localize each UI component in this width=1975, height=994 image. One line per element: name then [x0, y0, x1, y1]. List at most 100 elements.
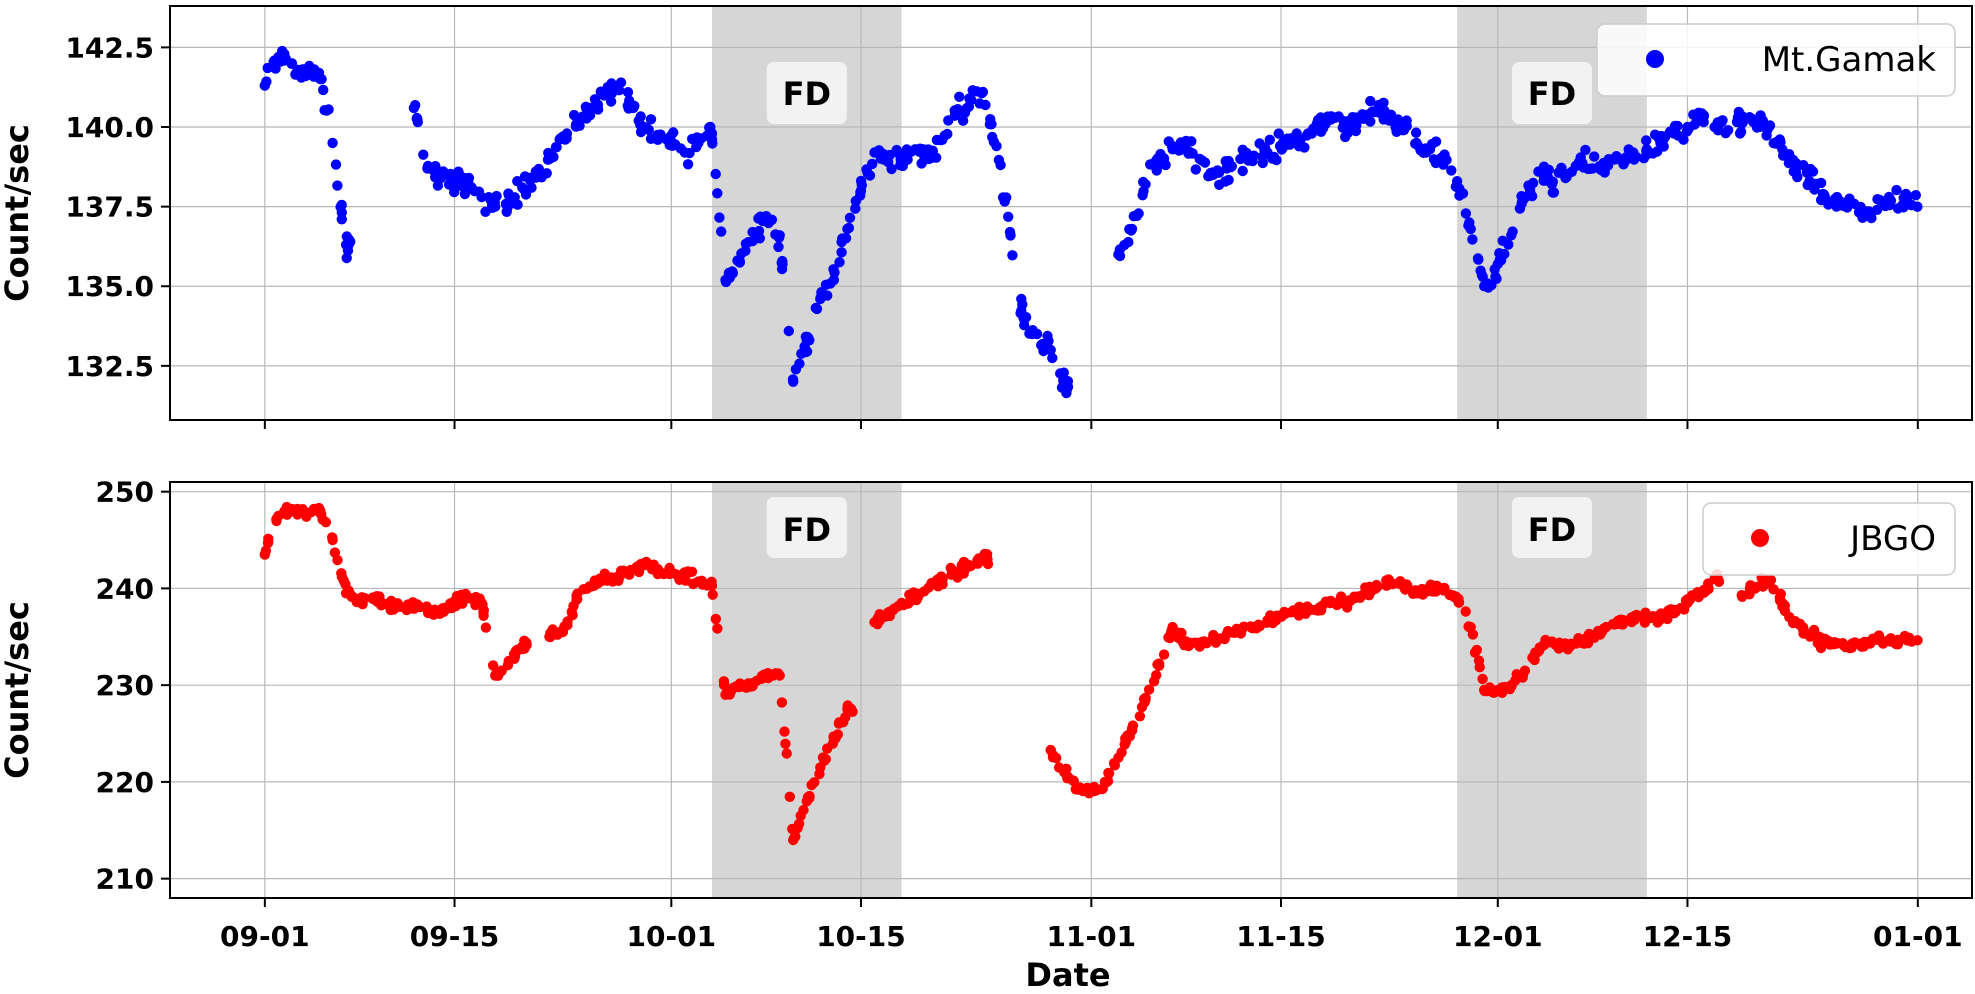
data-point [1045, 344, 1056, 356]
data-point [1042, 330, 1053, 342]
data-point [412, 116, 423, 128]
data-point [422, 163, 433, 174]
bottom-panel: FD FD 210 220 230 240 250 09-01 09-15 10-01 10-1… [0, 476, 1973, 994]
data-point [1167, 144, 1178, 155]
data-point [1451, 176, 1463, 187]
x-axis-ticks: 09-01 09-15 10-01 10-15 11-01 11-15 12-01 12-15… [220, 898, 1963, 953]
data-point [869, 147, 880, 158]
data-point [1533, 166, 1544, 177]
y-tick-label: 220 [96, 766, 154, 799]
data-point [1519, 191, 1531, 203]
legend-label: Mt.Gamak [1762, 40, 1937, 80]
data-point [1275, 140, 1287, 152]
data-point [1316, 601, 1327, 612]
data-point [1601, 160, 1612, 171]
data-point [1858, 207, 1869, 219]
data-point [761, 211, 772, 222]
data-point [950, 109, 961, 120]
data-point [1506, 230, 1517, 241]
data-point [478, 606, 489, 617]
data-point [1248, 621, 1260, 633]
data-point [1099, 776, 1111, 788]
data-point [589, 94, 601, 105]
data-point [1763, 121, 1775, 133]
data-point [557, 626, 569, 638]
data-point [1817, 188, 1829, 200]
data-point [273, 510, 284, 522]
data-point [668, 127, 679, 138]
data-point [598, 573, 609, 584]
data-point [1506, 680, 1517, 691]
data-point [1004, 226, 1016, 238]
x-tick-label: 11-15 [1236, 920, 1326, 953]
data-point [544, 631, 555, 642]
data-point [720, 689, 731, 700]
data-point [1477, 673, 1488, 685]
data-point [1844, 641, 1856, 652]
data-point [850, 203, 861, 214]
data-point [512, 199, 523, 210]
data-point [937, 573, 948, 584]
data-point [1302, 128, 1314, 139]
data-point [1614, 617, 1625, 628]
data-point [1365, 95, 1376, 107]
data-point [341, 252, 352, 264]
data-point [598, 90, 609, 101]
data-point [435, 607, 447, 618]
data-point [801, 335, 812, 346]
data-point [1190, 164, 1202, 175]
data-point [1763, 575, 1775, 586]
data-point [995, 159, 1006, 171]
data-point [706, 580, 718, 591]
fd-label-box [1511, 62, 1592, 124]
data-point [1163, 136, 1175, 147]
data-point [395, 601, 406, 612]
data-point [1641, 135, 1652, 146]
data-point [1428, 154, 1440, 165]
data-point [679, 571, 691, 582]
data-point [836, 247, 847, 258]
data-point [259, 549, 270, 560]
data-point [882, 156, 894, 168]
data-point [869, 617, 880, 628]
data-point [720, 274, 731, 286]
data-point [1438, 153, 1449, 165]
data-point [449, 179, 460, 190]
data-point [693, 576, 704, 587]
y-tick-label: 137.5 [65, 191, 154, 224]
data-point [584, 102, 596, 114]
data-point [1357, 109, 1368, 120]
data-point [828, 733, 840, 744]
data-point [652, 134, 663, 145]
data-point [503, 198, 514, 209]
data-point [774, 670, 785, 681]
data-point [408, 102, 420, 114]
data-point [964, 93, 975, 104]
data-point [792, 822, 803, 834]
data-point [304, 60, 315, 72]
data-point [332, 180, 343, 191]
data-point [1573, 636, 1585, 647]
data-point [1067, 775, 1079, 786]
data-point [1273, 128, 1284, 139]
data-point [1438, 585, 1449, 596]
data-point [1016, 293, 1027, 305]
data-point [1668, 606, 1680, 617]
data-point [1791, 158, 1802, 169]
data-point [747, 226, 758, 238]
data-point [1262, 615, 1273, 626]
data-point [1465, 621, 1476, 633]
data-point [842, 223, 853, 235]
data-point [557, 131, 569, 142]
data-point [435, 172, 447, 184]
data-point [1275, 610, 1287, 621]
data-point [1678, 134, 1689, 145]
data-point [584, 581, 596, 592]
data-point [1264, 134, 1276, 145]
data-point [1410, 127, 1422, 138]
data-point [834, 717, 845, 728]
data-point [1140, 694, 1151, 705]
y-tick-label: 240 [96, 572, 154, 605]
data-point [1682, 597, 1693, 609]
data-point [1072, 784, 1084, 795]
